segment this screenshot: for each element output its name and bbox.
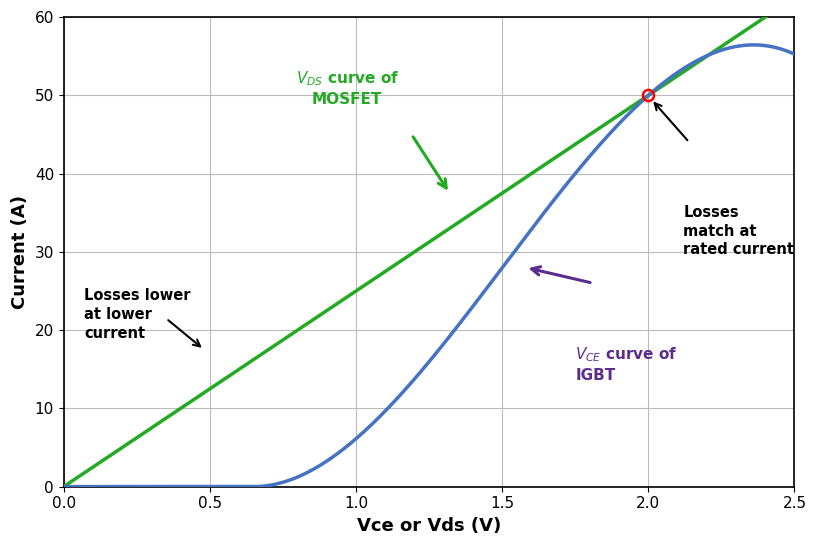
Text: $V_{CE}$ curve of
IGBT: $V_{CE}$ curve of IGBT (575, 346, 677, 383)
Y-axis label: Current (A): Current (A) (11, 195, 29, 309)
X-axis label: Vce or Vds (V): Vce or Vds (V) (356, 517, 500, 535)
Text: Losses
match at
rated current: Losses match at rated current (682, 205, 794, 257)
Text: Losses lower
at lower
current: Losses lower at lower current (84, 288, 191, 341)
Text: $V_{DS}$ curve of
MOSFET: $V_{DS}$ curve of MOSFET (295, 70, 399, 107)
